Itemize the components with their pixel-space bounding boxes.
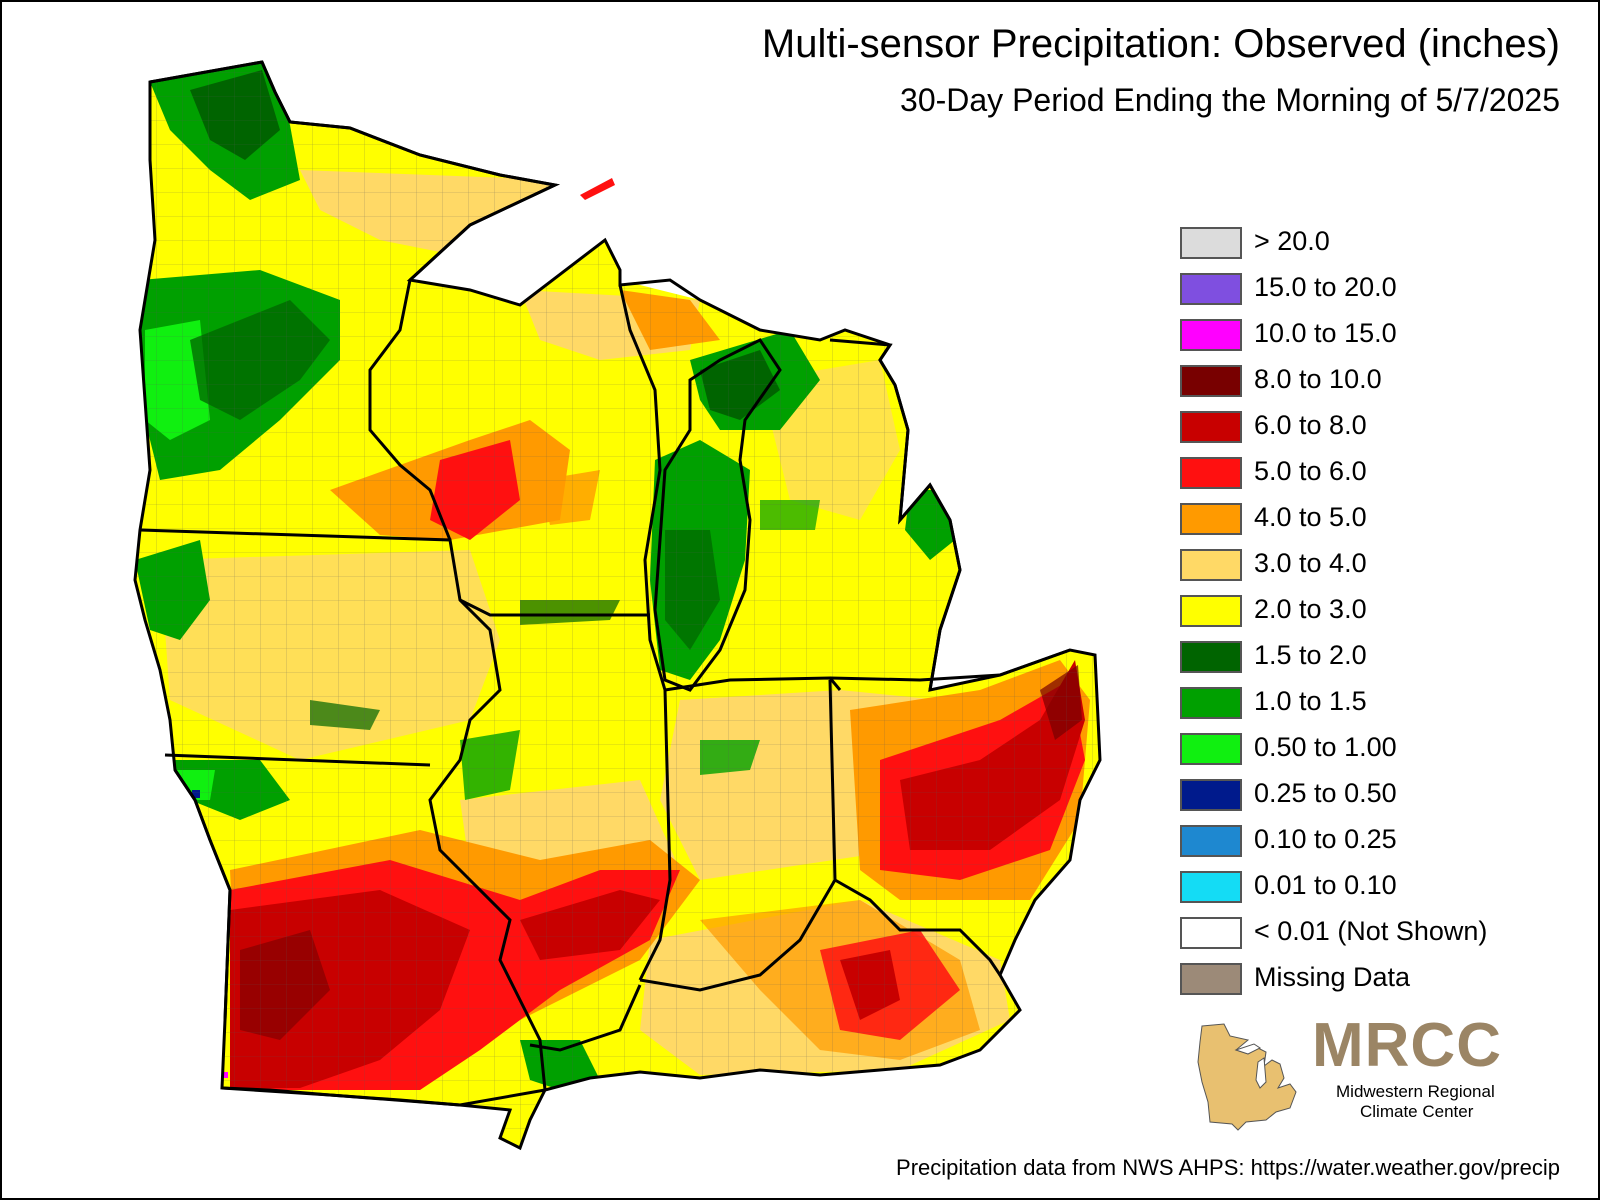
legend-item: 6.0 to 8.0 [1180, 408, 1580, 454]
legend-label: 10.0 to 15.0 [1254, 318, 1397, 348]
legend-label: 0.10 to 0.25 [1254, 824, 1397, 854]
mrcc-subtitle-line2: Climate Center [1360, 1102, 1474, 1121]
legend: > 20.0 15.0 to 20.0 10.0 to 15.0 8.0 to 10.… [1180, 224, 1580, 1006]
data-source-note: Precipitation data from NWS AHPS: https:… [896, 1155, 1560, 1180]
map-title: Multi-sensor Precipitation: Observed (in… [761, 22, 1560, 66]
legend-label: 3.0 to 4.0 [1254, 548, 1367, 578]
legend-swatch [1180, 825, 1242, 857]
legend-item: > 20.0 [1180, 224, 1580, 270]
legend-item: 0.50 to 1.00 [1180, 730, 1580, 776]
legend-swatch [1180, 549, 1242, 581]
legend-item: Missing Data [1180, 960, 1580, 1006]
legend-label: 1.0 to 1.5 [1254, 686, 1367, 716]
legend-label: 1.5 to 2.0 [1254, 640, 1367, 670]
legend-label: 6.0 to 8.0 [1254, 410, 1367, 440]
legend-swatch [1180, 871, 1242, 903]
legend-item: 5.0 to 6.0 [1180, 454, 1580, 500]
legend-swatch [1180, 595, 1242, 627]
legend-swatch [1180, 227, 1242, 259]
legend-item: < 0.01 (Not Shown) [1180, 914, 1580, 960]
legend-swatch [1180, 641, 1242, 673]
legend-label: 0.25 to 0.50 [1254, 778, 1397, 808]
legend-label: 4.0 to 5.0 [1254, 502, 1367, 532]
mrcc-wordmark: MRCC [1312, 1011, 1502, 1080]
legend-swatch [1180, 963, 1242, 995]
legend-label: 5.0 to 6.0 [1254, 456, 1367, 486]
legend-swatch [1180, 779, 1242, 811]
mrcc-subtitle-line1: Midwestern Regional [1336, 1082, 1495, 1101]
mrcc-logo: MRCC Midwestern Regional Climate Center [1196, 1011, 1556, 1131]
legend-item: 1.5 to 2.0 [1180, 638, 1580, 684]
midwest-map-icon [1197, 1023, 1297, 1131]
legend-item: 4.0 to 5.0 [1180, 500, 1580, 546]
legend-swatch [1180, 503, 1242, 535]
legend-label: 0.01 to 0.10 [1254, 870, 1397, 900]
precip-fill [135, 62, 1100, 1148]
legend-label: > 20.0 [1254, 226, 1330, 256]
legend-item: 15.0 to 20.0 [1180, 270, 1580, 316]
legend-swatch [1180, 917, 1242, 949]
legend-swatch [1180, 733, 1242, 765]
legend-item: 3.0 to 4.0 [1180, 546, 1580, 592]
legend-swatch [1180, 457, 1242, 489]
legend-label: 15.0 to 20.0 [1254, 272, 1397, 302]
legend-item: 0.25 to 0.50 [1180, 776, 1580, 822]
legend-label: 2.0 to 3.0 [1254, 594, 1367, 624]
legend-label: < 0.01 (Not Shown) [1254, 916, 1488, 946]
legend-swatch [1180, 273, 1242, 305]
legend-item: 10.0 to 15.0 [1180, 316, 1580, 362]
legend-label: 8.0 to 10.0 [1254, 364, 1382, 394]
legend-swatch [1180, 365, 1242, 397]
legend-item: 0.10 to 0.25 [1180, 822, 1580, 868]
legend-item: 2.0 to 3.0 [1180, 592, 1580, 638]
legend-swatch [1180, 411, 1242, 443]
legend-label: Missing Data [1254, 962, 1411, 992]
legend-label: 0.50 to 1.00 [1254, 732, 1397, 762]
legend-item: 0.01 to 0.10 [1180, 868, 1580, 914]
map-subtitle: 30-Day Period Ending the Morning of 5/7/… [900, 82, 1560, 118]
legend-item: 1.0 to 1.5 [1180, 684, 1580, 730]
legend-item: 8.0 to 10.0 [1180, 362, 1580, 408]
legend-swatch [1180, 687, 1242, 719]
legend-swatch [1180, 319, 1242, 351]
